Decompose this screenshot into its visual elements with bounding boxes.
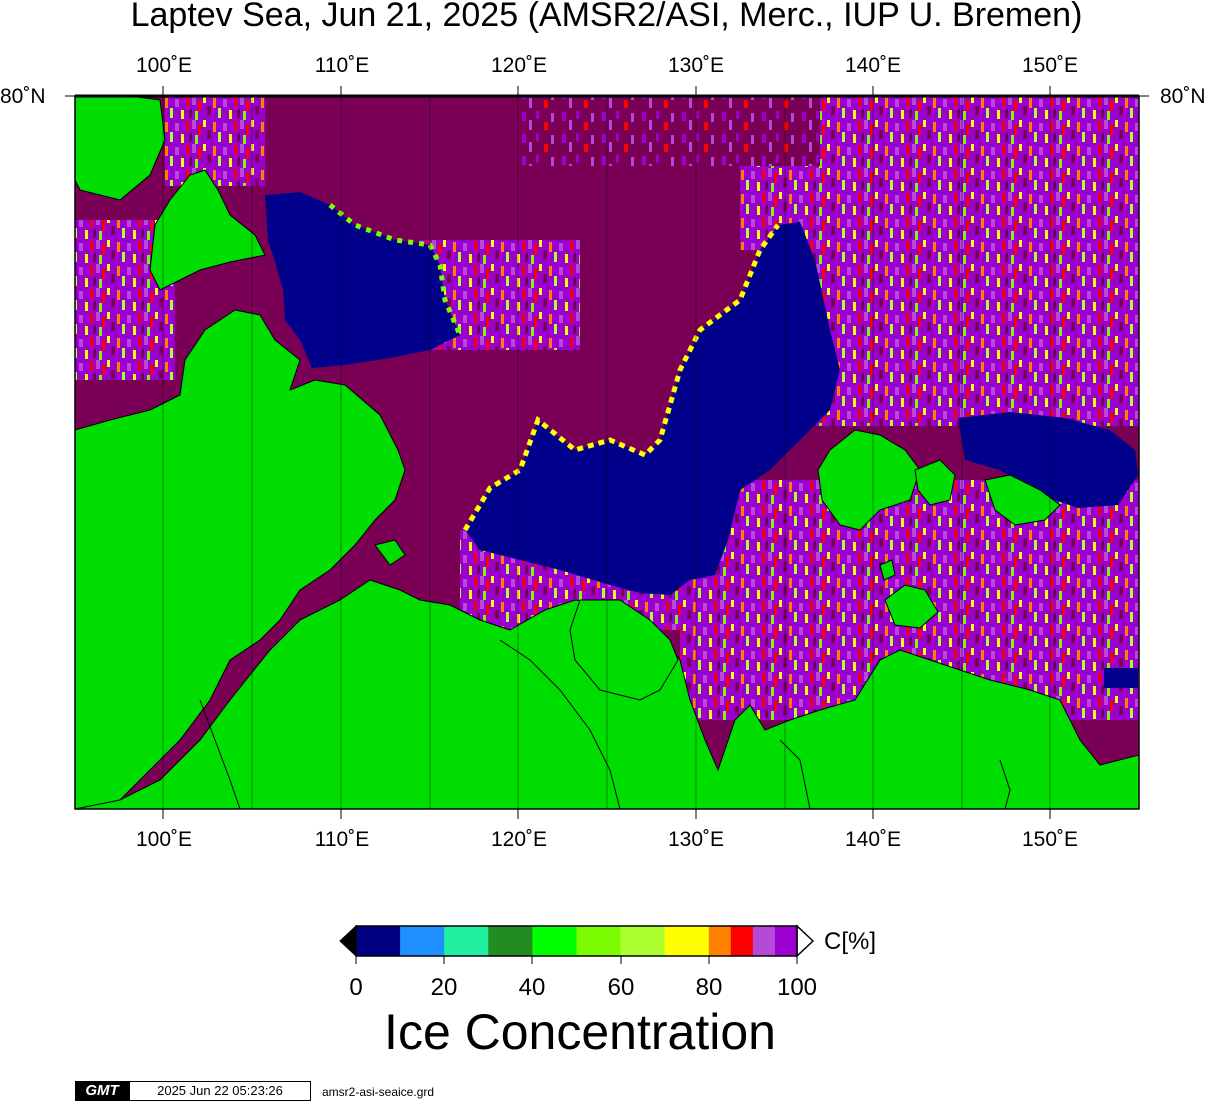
colorbar	[339, 924, 815, 964]
land-lena-delta	[569, 599, 679, 701]
lon-tick-bottom: 150˚E	[1021, 828, 1079, 851]
colorbar-tick-label: 60	[607, 974, 635, 1001]
open-water-west	[265, 192, 460, 368]
colorbar-frame	[355, 925, 798, 957]
colorbar-segment	[488, 926, 533, 956]
land-west-islet	[374, 539, 406, 566]
grid-filename: amsr2-asi-seaice.grd	[322, 1085, 435, 1099]
river-line	[199, 639, 1011, 809]
meridian-lines	[162, 96, 1051, 809]
lon-tick-top: 120˚E	[490, 54, 548, 77]
colorbar-tick-label: 0	[349, 974, 363, 1001]
land-severnaya-zemlya	[75, 96, 166, 201]
ice-noise-topleft	[165, 96, 265, 186]
colorbar-segment	[752, 926, 776, 956]
lat-label-left: 80˚N	[0, 85, 46, 108]
colorbar-segment	[730, 926, 754, 956]
land-bolshevik-island	[149, 169, 266, 291]
colorbar-label: Ice Concentration	[384, 1004, 776, 1060]
land-new-siberia-island	[984, 474, 1061, 526]
open-water-central	[465, 222, 840, 595]
lon-tick-top: 110˚E	[314, 54, 370, 77]
lon-tick-bottom: 140˚E	[844, 828, 902, 851]
lon-tick-bottom: 130˚E	[667, 828, 725, 851]
lon-tick-top: 100˚E	[135, 54, 193, 77]
lon-tick-top: 150˚E	[1021, 54, 1079, 77]
ice-noise-north	[520, 96, 820, 166]
gmt-timestamp: 2025 Jun 22 05:23:26	[129, 1081, 311, 1101]
colorbar-segment	[356, 926, 401, 956]
map-title: Laptev Sea, Jun 21, 2025 (AMSR2/ASI, Mer…	[130, 0, 1083, 34]
lat-label-right: 80˚N	[1160, 85, 1206, 108]
colorbar-tick-label: 40	[518, 974, 546, 1001]
colorbar-segment	[532, 926, 577, 956]
tick-marks	[65, 86, 1149, 819]
colorbar-tick-label: 80	[695, 974, 723, 1001]
colorbar-right-arrow	[796, 924, 815, 958]
colorbar-segment	[708, 926, 732, 956]
land-faddeyevsky-island	[914, 459, 956, 506]
colorbar-segment	[620, 926, 666, 956]
colorbar-segment	[664, 926, 710, 956]
open-water-small	[1104, 668, 1138, 688]
colorbar-tick-label: 100	[776, 974, 818, 1001]
colorbar-segment	[400, 926, 445, 956]
land-small-island	[879, 559, 896, 581]
open-water-east	[958, 412, 1138, 508]
land-taimyr-peninsula	[75, 309, 406, 809]
land-bolshoy-lyakhovsky	[884, 584, 939, 629]
ice-noise-east	[810, 96, 1139, 426]
lon-tick-top: 130˚E	[667, 54, 725, 77]
colorbar-unit: C[%]	[824, 928, 877, 955]
colorbar-segment	[576, 926, 622, 956]
lon-tick-bottom: 100˚E	[135, 828, 193, 851]
colorbar-left-arrow	[339, 924, 357, 958]
colorbar-segment	[444, 926, 489, 956]
land-kotelny-island	[817, 429, 921, 531]
colorbar-ticks	[355, 956, 798, 964]
colorbar-segment	[774, 926, 798, 956]
gmt-logo: GMT	[75, 1081, 129, 1101]
lon-tick-bottom: 120˚E	[490, 828, 548, 851]
colorbar-tick-label: 20	[430, 974, 458, 1001]
lon-tick-bottom: 110˚E	[314, 828, 370, 851]
lon-tick-top: 140˚E	[844, 54, 902, 77]
